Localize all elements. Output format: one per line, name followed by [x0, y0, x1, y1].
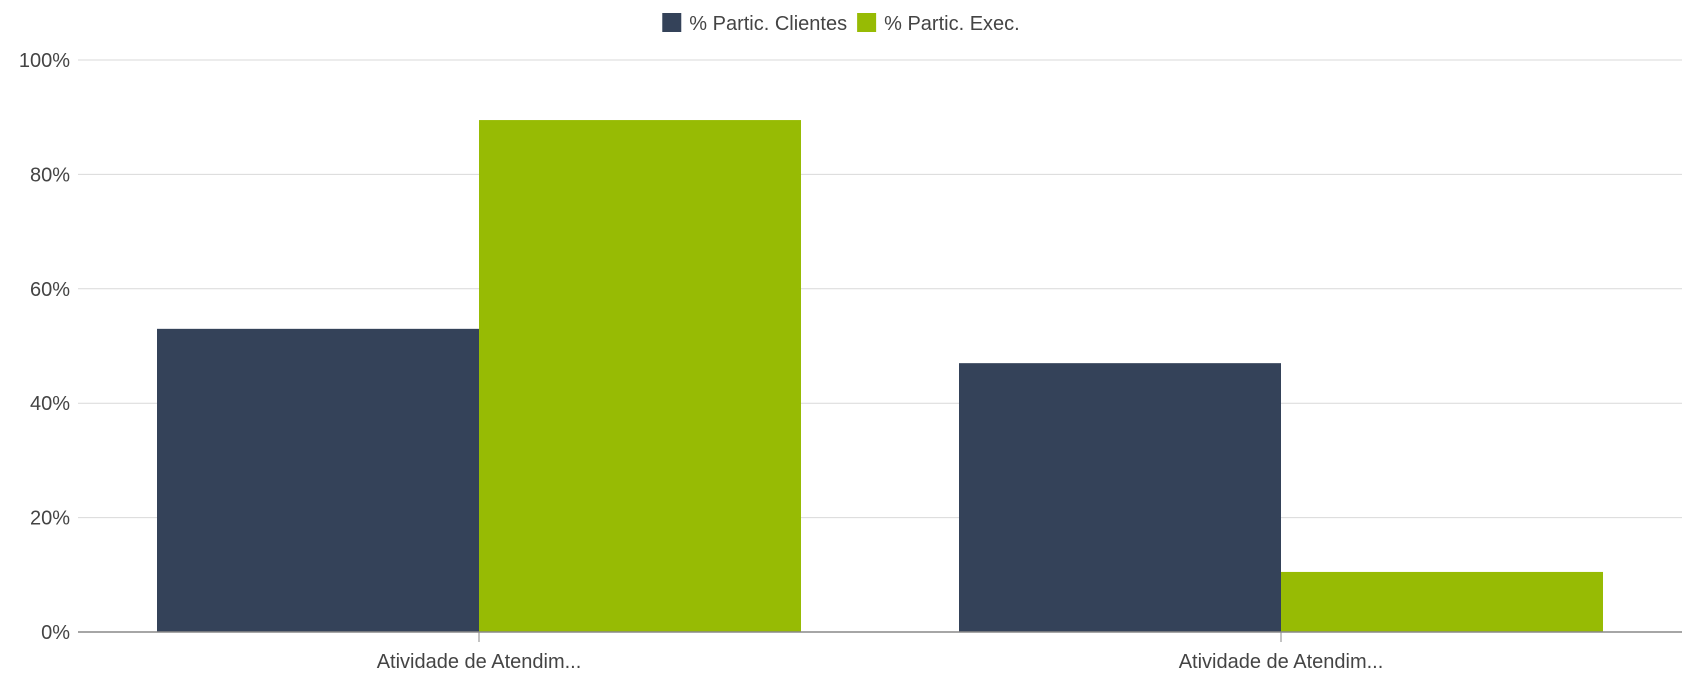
legend[interactable]: % Partic. Clientes % Partic. Exec. [662, 13, 1020, 35]
legend-label: % Partic. Exec. [884, 13, 1020, 35]
bar [157, 328, 479, 632]
x-tick-label: Atividade de Atendim... [1179, 651, 1384, 671]
y-axis-tick-labels: 0% 20% 40% 60% 80% 100% [19, 50, 70, 644]
legend-item[interactable]: % Partic. Clientes [662, 13, 847, 35]
bar [959, 363, 1281, 632]
y-tick-label: 100% [19, 50, 70, 72]
x-tick-label: Atividade de Atendim... [377, 651, 582, 671]
y-tick-label: 80% [30, 164, 70, 186]
y-tick-label: 60% [30, 279, 70, 301]
legend-swatch [662, 13, 682, 32]
bars [157, 120, 1603, 632]
bar [1281, 571, 1603, 632]
x-axis-tick-labels: Atividade de Atendim... Atividade de Aten… [377, 632, 1384, 673]
y-tick-label: 20% [30, 508, 70, 530]
y-tick-label: 40% [30, 393, 70, 415]
legend-swatch [857, 13, 877, 32]
bar [479, 120, 801, 632]
legend-label: % Partic. Clientes [689, 13, 847, 35]
y-tick-label: 0% [41, 622, 70, 644]
legend-item[interactable]: % Partic. Exec. [857, 13, 1020, 35]
